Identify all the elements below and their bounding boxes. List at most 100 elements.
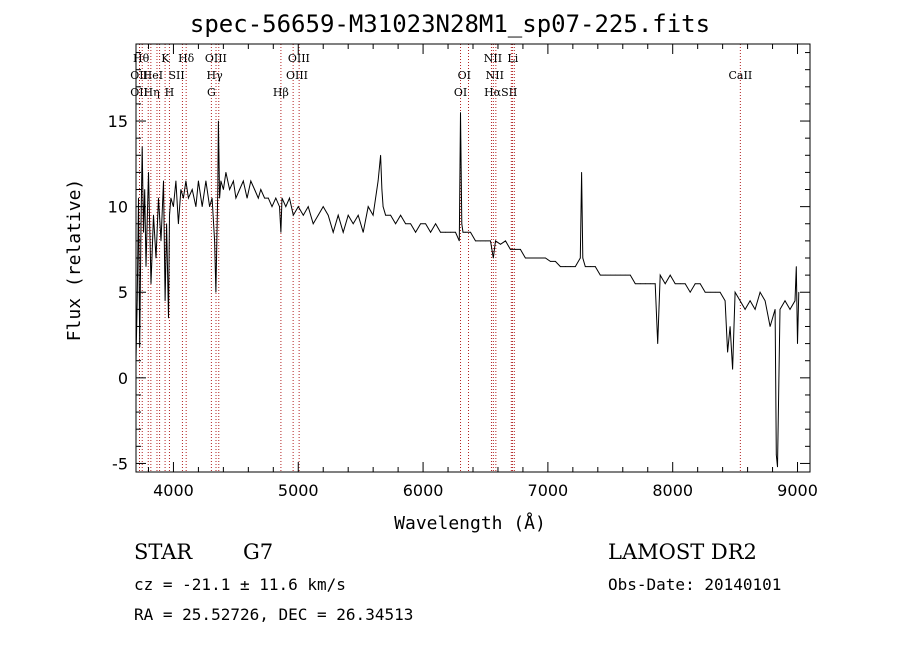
spectrum-point [410,223,411,225]
spectrum-point [619,274,621,276]
spectrum-point [217,120,219,122]
spectrum-point [727,351,729,353]
line-label-14: CaII [729,69,753,82]
y-axis-label: Flux (relative) [64,179,85,342]
spectrum-point [480,240,481,242]
spectrum-point [292,214,294,216]
spectrum-point [385,214,387,216]
line-label-7: OII [130,69,148,82]
spectrum-point [342,231,344,233]
spectrum-point [609,274,611,276]
x-tick-label: 9000 [777,481,818,500]
spectrum-point [164,300,166,302]
spectrum-point [779,308,781,310]
spectrum-point [490,240,491,242]
spectrum-point [430,231,431,233]
spectrum-point [166,223,167,225]
spectrum-point [500,243,501,245]
spectrum-point [684,283,686,285]
spectrum-point [659,274,661,276]
spectrum-point [138,197,139,199]
line-label-6: Li [507,52,518,65]
spectrum-point [377,180,379,182]
spectrum-point [289,197,290,199]
spectrum-point [225,172,227,173]
survey-name: LAMOST DR2 [608,540,757,564]
spectrum-point [136,300,138,302]
spectrum-point [246,197,248,199]
x-tick-label: 8000 [652,481,693,500]
spectrum-point [654,283,656,285]
spectrum-point [754,308,756,310]
line-label-9: SII [168,69,184,82]
spectrum-point [729,326,731,327]
spectrum-series [135,112,800,468]
spectrum-point [232,180,234,182]
spectrum-point [714,291,716,293]
spectrum-point [390,214,392,216]
spectrum-point [163,180,164,182]
line-label-16: Hη [144,86,160,99]
spectrum-point [759,291,761,293]
spectrum-point [307,206,309,208]
spectrum-point [475,240,476,242]
spectrum-point [440,231,441,233]
spectrum-point [719,291,721,293]
spectrum-point [380,154,382,156]
spectrum-point [540,257,541,259]
line-label-20: OI [454,86,467,99]
spectrum-point [455,231,456,233]
line-label-0: Hθ [133,52,150,65]
y-tick-label: 5 [118,283,128,302]
spectrum-point [139,346,141,348]
spectrum-point [774,308,776,310]
spectrum-point [267,197,269,199]
spectrum-point [510,249,511,250]
spectrum-point [322,206,324,208]
spectrum-point [724,300,726,302]
spectrum-point [465,231,466,233]
spectrum-point [644,283,646,285]
spectrum-point [669,274,671,276]
spectrum-point [732,368,734,370]
spectrum-point [679,283,681,285]
spectrum-point [317,214,319,216]
spectrum-point [559,266,561,267]
line-label-10: Hγ [207,69,224,82]
spectrum-point [485,240,486,242]
line-label-21: HαSII [484,86,517,99]
spectrum-point [382,206,384,208]
spectrum-point [462,231,464,233]
spectrum-point [250,180,252,182]
spectrum-point [789,308,791,310]
spectrum-point [777,466,778,468]
spectrum-point [795,266,797,267]
spectrum-point [400,214,402,216]
spectrum-point [332,231,334,233]
spectrum-point [337,214,339,216]
spectrum-point [260,189,262,190]
spectrum-point [145,266,147,267]
line-label-13: NII [486,69,504,82]
spectrum-point [275,197,277,199]
spectrum-point [180,189,182,190]
spectrum-point [749,300,751,302]
spectrum-point [257,197,259,199]
spectrum-point [734,291,736,293]
x-tick-label: 5000 [278,481,319,500]
spectrum-point [254,189,255,190]
spectrum-point [217,189,219,190]
spectrum-point [169,214,170,216]
spectrum-point [175,180,177,182]
obs-date: Obs-Date: 20140101 [608,575,782,594]
spectrum-point [794,300,796,302]
spectrum-point [188,197,189,199]
object-type: STAR [134,540,193,564]
spectrum-point [599,274,601,276]
spectrum-point [460,112,461,113]
spectrum-point [185,180,187,182]
line-label-19: Hβ [273,86,289,99]
coordinates: RA = 25.52726, DEC = 26.34513 [134,605,414,624]
spectrum-point [520,249,521,250]
